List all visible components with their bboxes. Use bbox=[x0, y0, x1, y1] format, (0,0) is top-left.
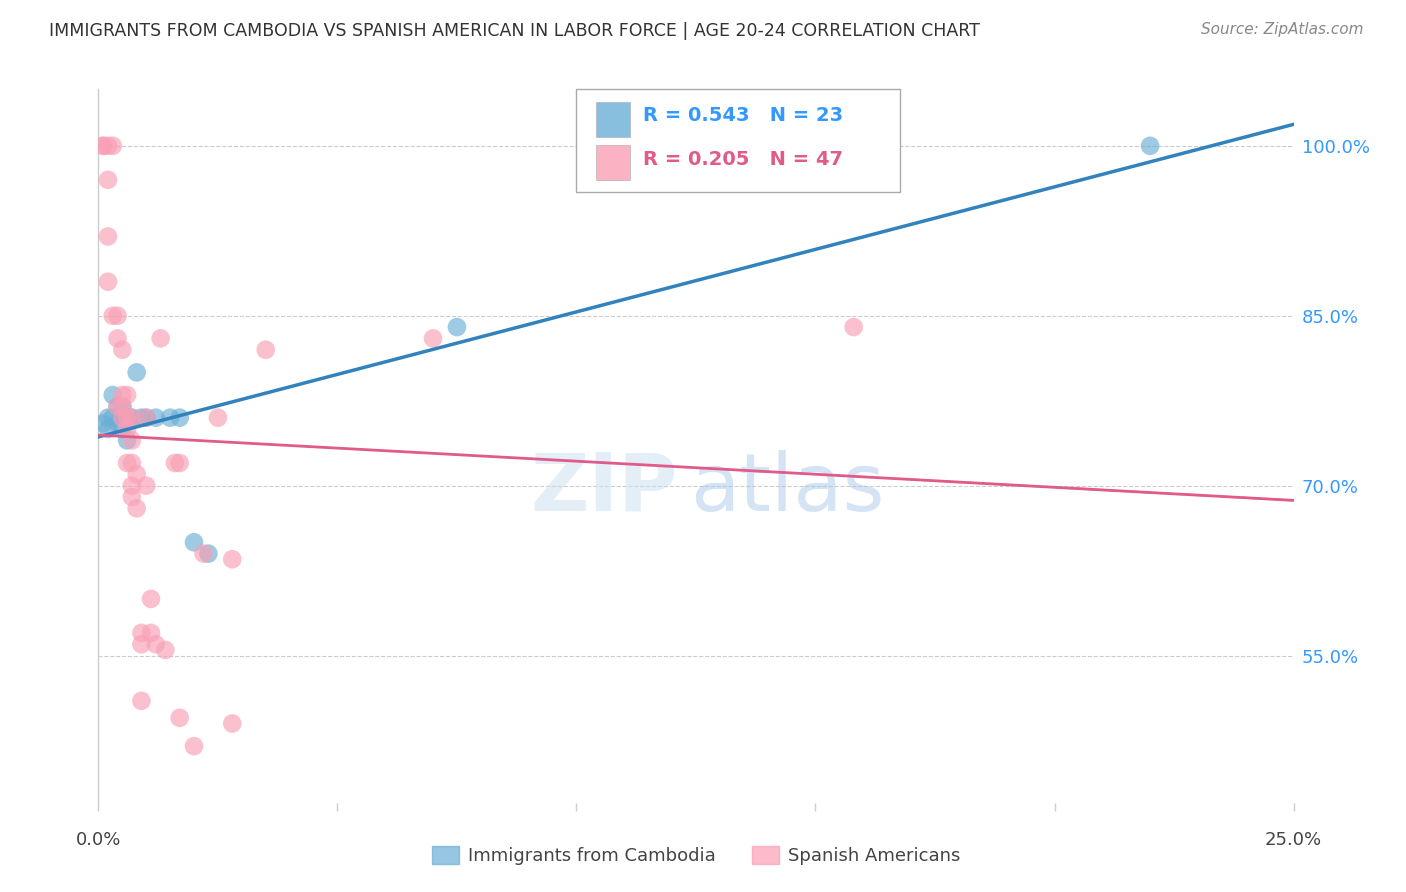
Point bbox=[111, 410, 134, 425]
Point bbox=[97, 422, 120, 436]
Point bbox=[422, 331, 444, 345]
Point bbox=[193, 547, 215, 561]
Point bbox=[115, 410, 138, 425]
Point bbox=[446, 320, 468, 334]
Point bbox=[115, 422, 138, 436]
Point bbox=[254, 343, 277, 357]
Point bbox=[169, 410, 191, 425]
Point bbox=[97, 275, 120, 289]
Point bbox=[125, 365, 148, 379]
Text: R = 0.205   N = 47: R = 0.205 N = 47 bbox=[643, 150, 842, 169]
Point bbox=[101, 410, 124, 425]
Text: IMMIGRANTS FROM CAMBODIA VS SPANISH AMERICAN IN LABOR FORCE | AGE 20-24 CORRELAT: IMMIGRANTS FROM CAMBODIA VS SPANISH AMER… bbox=[49, 22, 980, 40]
Point bbox=[121, 490, 143, 504]
Point bbox=[101, 138, 124, 153]
Point bbox=[145, 410, 167, 425]
Point bbox=[169, 711, 191, 725]
Point bbox=[221, 552, 243, 566]
Point bbox=[125, 467, 148, 482]
Point bbox=[121, 456, 143, 470]
Point bbox=[111, 410, 134, 425]
Point bbox=[101, 388, 124, 402]
Point bbox=[115, 410, 138, 425]
Point bbox=[121, 410, 143, 425]
Point bbox=[97, 173, 120, 187]
Point bbox=[115, 434, 138, 448]
Point bbox=[183, 739, 205, 754]
Point bbox=[135, 410, 157, 425]
Point bbox=[842, 320, 865, 334]
Point bbox=[111, 388, 134, 402]
Text: ZIP: ZIP bbox=[531, 450, 678, 528]
Text: 25.0%: 25.0% bbox=[1265, 831, 1322, 849]
Point bbox=[135, 410, 157, 425]
Legend: Immigrants from Cambodia, Spanish Americans: Immigrants from Cambodia, Spanish Americ… bbox=[425, 838, 967, 872]
Point bbox=[131, 637, 153, 651]
Point bbox=[155, 643, 177, 657]
Point bbox=[131, 694, 153, 708]
Point bbox=[91, 138, 114, 153]
Point bbox=[111, 422, 134, 436]
Point bbox=[159, 410, 181, 425]
Text: R = 0.543   N = 23: R = 0.543 N = 23 bbox=[643, 106, 842, 125]
Point bbox=[91, 138, 114, 153]
Point bbox=[135, 478, 157, 492]
Point bbox=[149, 331, 172, 345]
Point bbox=[121, 478, 143, 492]
Point bbox=[107, 400, 129, 414]
Point bbox=[221, 716, 243, 731]
Point bbox=[97, 410, 120, 425]
Point bbox=[115, 388, 138, 402]
Point bbox=[163, 456, 186, 470]
Point bbox=[125, 501, 148, 516]
Point bbox=[97, 138, 120, 153]
Point bbox=[169, 456, 191, 470]
Point bbox=[139, 591, 162, 606]
Text: Source: ZipAtlas.com: Source: ZipAtlas.com bbox=[1201, 22, 1364, 37]
Point bbox=[107, 417, 129, 431]
Point bbox=[97, 229, 120, 244]
Point bbox=[111, 400, 134, 414]
Point bbox=[183, 535, 205, 549]
Point bbox=[115, 456, 138, 470]
Point bbox=[111, 343, 134, 357]
Point bbox=[101, 309, 124, 323]
Point bbox=[107, 309, 129, 323]
Point bbox=[121, 410, 143, 425]
Text: 0.0%: 0.0% bbox=[76, 831, 121, 849]
Point bbox=[207, 410, 229, 425]
Point bbox=[121, 434, 143, 448]
Point bbox=[139, 626, 162, 640]
Point bbox=[131, 410, 153, 425]
Point bbox=[1139, 138, 1161, 153]
Point bbox=[145, 637, 167, 651]
Point bbox=[197, 547, 219, 561]
Point bbox=[107, 400, 129, 414]
Point bbox=[91, 417, 114, 431]
Point bbox=[111, 400, 134, 414]
Text: atlas: atlas bbox=[690, 450, 884, 528]
Point bbox=[107, 331, 129, 345]
Point bbox=[131, 626, 153, 640]
